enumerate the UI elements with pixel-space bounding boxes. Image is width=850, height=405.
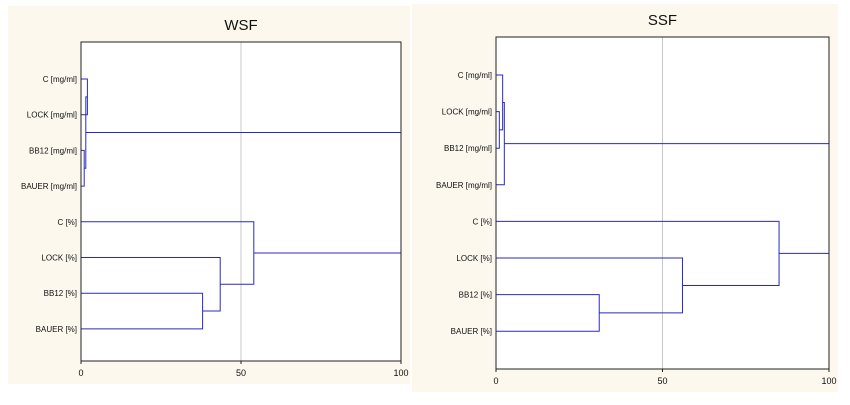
leaf-label: BAUER [%] [36,325,77,334]
leaf-label: LOCK [%] [456,254,492,263]
leaf-label: LOCK [mg/ml] [27,111,77,120]
x-tick-label: 0 [493,376,498,386]
leaf-label: BB12 [%] [459,291,492,300]
leaf-label: C [mg/ml] [43,75,77,84]
leaf-label: BB12 [%] [44,289,77,298]
x-tick-label: 50 [657,376,667,386]
leaf-label: BAUER [%] [451,327,492,336]
leaf-label: C [mg/ml] [458,71,492,80]
x-tick-label: 100 [393,368,408,378]
chart-title-wsf: WSF [224,17,257,34]
leaf-label: BB12 [mg/ml] [444,144,492,153]
leaf-label: BAUER [mg/ml] [21,182,77,191]
leaf-label: LOCK [mg/ml] [442,108,492,117]
chart-title-ssf: SSF [648,12,677,29]
chart-wsf: WSF C [mg/ml] LOCK [mg/ml] BB12 [mg/ml] BAUE… [8,6,410,384]
x-tick-label: 50 [236,368,246,378]
x-tick-label: 100 [821,376,836,386]
chart-ssf: SSF C [mg/ml] LOCK [mg/ml] BB12 [mg/ml] BAUE… [412,4,838,392]
leaf-label: BAUER [mg/ml] [436,181,492,190]
leaf-label: C [%] [57,218,77,227]
leaf-label: BB12 [mg/ml] [29,146,77,155]
leaf-label: LOCK [%] [41,254,77,263]
x-tick-label: 0 [78,368,83,378]
leaf-label: C [%] [472,217,492,226]
